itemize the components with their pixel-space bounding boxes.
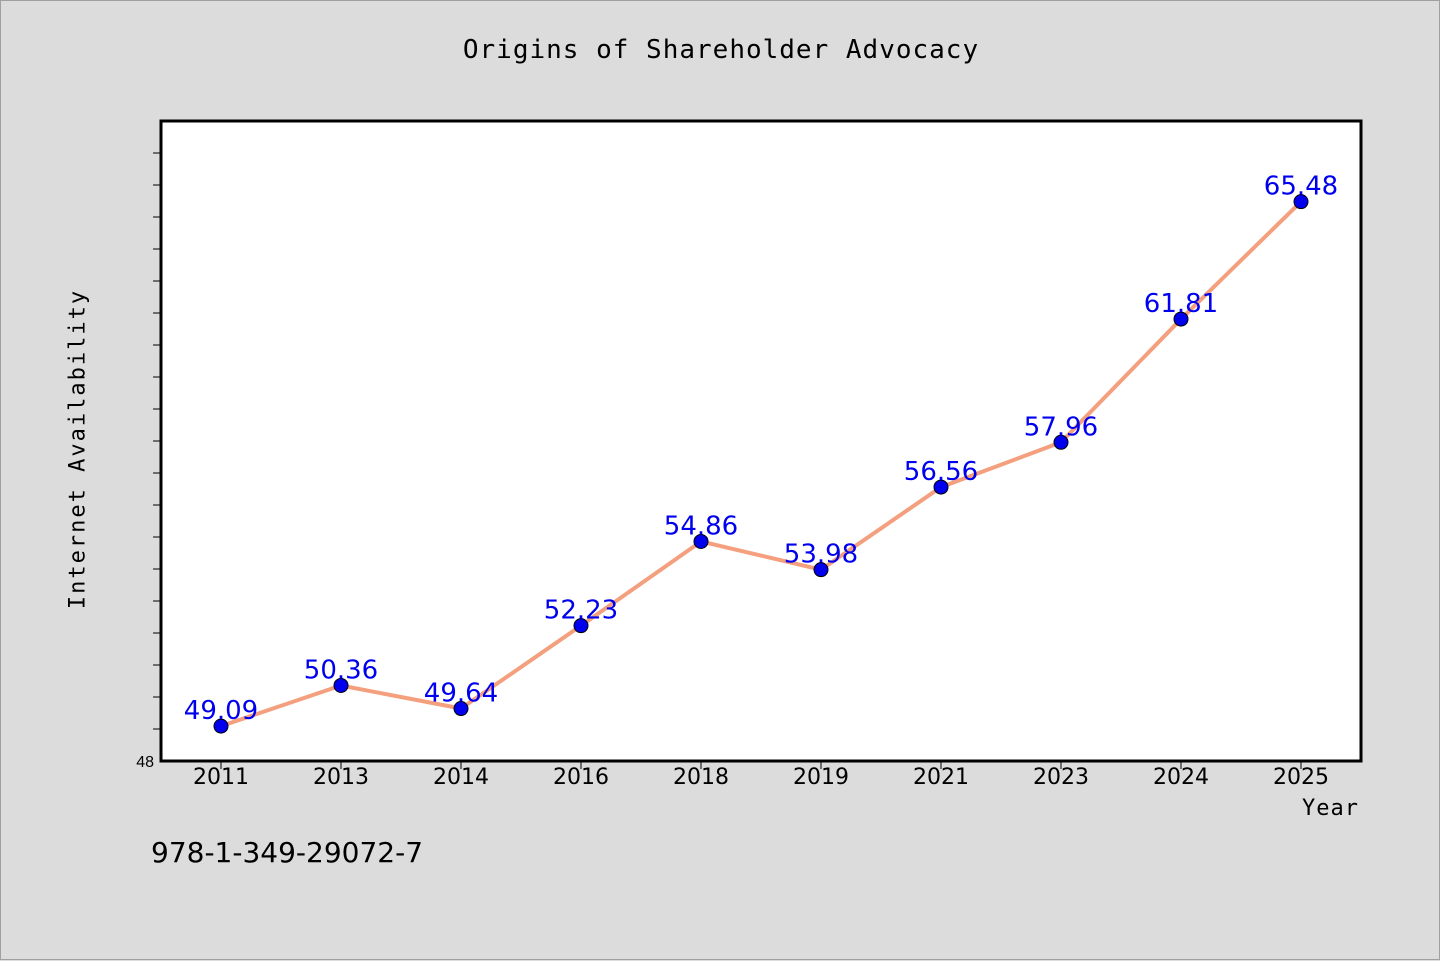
x-tick-label: 2021 <box>913 765 969 790</box>
data-label: 53.98 <box>784 540 858 570</box>
data-point <box>693 533 709 549</box>
data-point <box>333 677 349 693</box>
data-label: 52.23 <box>544 596 618 626</box>
y-tick-label: 48 <box>136 754 154 771</box>
plot-area <box>159 119 1363 763</box>
data-point <box>1053 434 1069 450</box>
x-tick-label: 2011 <box>193 765 249 790</box>
data-label: 61.81 <box>1144 289 1218 319</box>
data-label: 49.64 <box>424 679 498 709</box>
data-point <box>573 618 589 634</box>
data-point <box>813 562 829 578</box>
data-label: 54.86 <box>664 511 738 541</box>
isbn-annotation: 978-1-349-29072-7 <box>151 836 424 869</box>
x-tick-label: 2013 <box>313 765 369 790</box>
x-tick-label: 2018 <box>673 765 729 790</box>
y-axis-label: Internet Availability <box>65 288 91 610</box>
x-tick-label: 2023 <box>1033 765 1089 790</box>
data-label: 50.36 <box>304 655 378 685</box>
data-label: 49.09 <box>184 696 258 726</box>
x-axis-label: Year <box>1302 796 1359 821</box>
x-tick-label: 2014 <box>433 765 489 790</box>
x-tick-label: 2024 <box>1153 765 1209 790</box>
x-tick-label: 2025 <box>1273 765 1329 790</box>
data-point <box>1293 194 1309 210</box>
chart-title: Origins of Shareholder Advocacy <box>462 35 980 65</box>
series-line <box>219 199 1303 729</box>
x-tick-label: 2016 <box>553 765 609 790</box>
data-point <box>453 701 469 717</box>
data-point <box>1173 311 1189 327</box>
data-label: 56.56 <box>904 457 978 487</box>
data-label: 65.48 <box>1264 172 1338 202</box>
data-point <box>933 479 949 495</box>
x-tick-label: 2019 <box>793 765 849 790</box>
data-label: 57.96 <box>1024 412 1098 442</box>
data-point <box>213 718 229 734</box>
